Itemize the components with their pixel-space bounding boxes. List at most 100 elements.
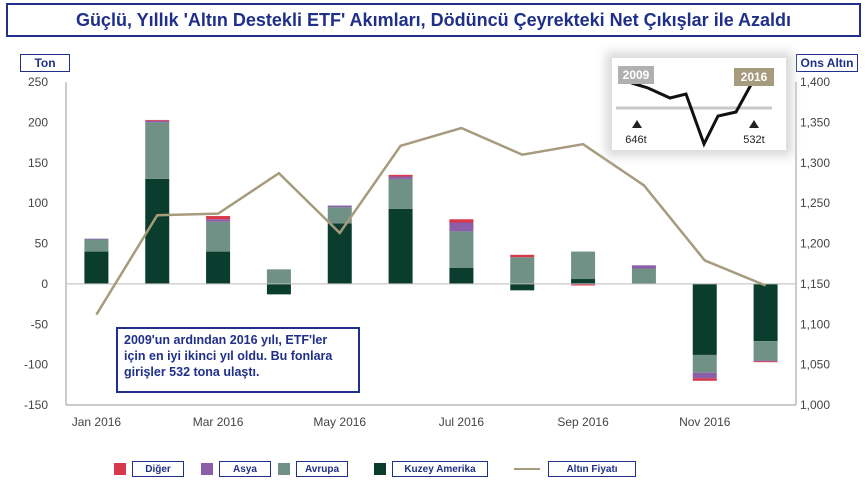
inset-label-right-bg xyxy=(734,68,774,86)
bar-kuzey-amerika xyxy=(84,251,109,284)
y2-tick-label: 1,100 xyxy=(800,317,830,331)
bar-diger xyxy=(145,119,170,121)
inset-sparkline: 2009 2016 646t 532t xyxy=(612,58,786,150)
legend-item-asya: Asya xyxy=(201,460,271,478)
y-tick-label: -150 xyxy=(24,398,48,412)
x-tick-label: Nov 2016 xyxy=(679,415,731,429)
bar-asya xyxy=(753,360,778,362)
inset-value-left: 646t xyxy=(625,134,646,146)
bar-kuzey-amerika xyxy=(571,279,596,284)
y-tick-label: -100 xyxy=(24,358,48,372)
legend-swatch-diger xyxy=(114,463,126,475)
annotation-box: 2009'un ardından 2016 yılı, ETF'ler için… xyxy=(116,327,360,393)
bar-avrupa xyxy=(145,122,170,179)
axes-group: -150 -100 -50 0 50 100 150 200 250 1,000 1,050 1,10… xyxy=(24,75,830,429)
bar-kuzey-amerika xyxy=(206,251,231,284)
y2-tick-label: 1,300 xyxy=(800,156,830,170)
legend-swatch-kuzey-amerika xyxy=(374,463,386,475)
y2-tick-label: 1,350 xyxy=(800,115,830,129)
bar-kuzey-amerika xyxy=(510,283,535,291)
x-tick-label: May 2016 xyxy=(313,415,366,429)
inset-label-left-bg xyxy=(618,66,654,84)
y-tick-label: 200 xyxy=(28,115,48,129)
gold-price-line xyxy=(95,126,767,316)
legend-swatch-avrupa xyxy=(278,463,290,475)
legend-item-altin-fiyati: Altın Fiyatı xyxy=(514,460,636,478)
chart-title: Güçlü, Yıllık 'Altın Destekli ETF' Akıml… xyxy=(75,9,792,30)
bar-avrupa xyxy=(571,251,596,280)
bar-avrupa xyxy=(449,231,474,268)
bar-asya xyxy=(145,120,170,123)
legend-item-diger: Diğer xyxy=(114,460,184,478)
y-tick-label: 150 xyxy=(28,156,48,170)
bar-avrupa xyxy=(84,239,109,252)
y2-tick-label: 1,150 xyxy=(800,277,830,291)
inset-svg: 2009 2016 646t 532t xyxy=(616,66,774,148)
legend-label-avrupa: Avrupa xyxy=(296,461,348,477)
bar-diger xyxy=(206,216,231,220)
inset-value-right: 532t xyxy=(743,134,764,146)
legend-label-altin-fiyati: Altın Fiyatı xyxy=(548,461,636,477)
bar-asya xyxy=(84,238,109,240)
y-tick-label: 250 xyxy=(28,75,48,89)
bar-diger xyxy=(510,254,535,258)
bar-kuzey-amerika xyxy=(266,283,291,295)
bar-kuzey-amerika xyxy=(388,208,413,284)
legend-label-asya: Asya xyxy=(219,461,271,477)
title-box: Güçlü, Yıllık 'Altın Destekli ETF' Akıml… xyxy=(6,3,861,37)
bar-avrupa xyxy=(631,268,656,284)
bar-asya xyxy=(449,222,474,232)
bar-avrupa xyxy=(206,221,231,252)
bar-asya xyxy=(206,219,231,222)
legend-swatch-asya xyxy=(201,463,213,475)
legend-item-kuzey-amerika: Kuzey Amerika xyxy=(374,460,488,478)
x-tick-label: Jul 2016 xyxy=(439,415,485,429)
y2-tick-label: 1,200 xyxy=(800,237,830,251)
bar-diger xyxy=(388,174,413,177)
bar-diger xyxy=(449,219,474,223)
bars-group xyxy=(84,119,778,381)
bar-kuzey-amerika xyxy=(449,267,474,284)
bar-asya xyxy=(388,176,413,179)
y-tick-label: 0 xyxy=(41,277,48,291)
x-tick-label: Sep 2016 xyxy=(557,415,609,429)
bar-diger xyxy=(571,283,596,286)
bar-avrupa xyxy=(266,269,291,284)
y-tick-label: 100 xyxy=(28,196,48,210)
x-tick-label: Jan 2016 xyxy=(72,415,122,429)
inset-line xyxy=(621,71,760,148)
line-group xyxy=(95,126,767,316)
x-tick-label: Mar 2016 xyxy=(193,415,244,429)
inset-marker-left xyxy=(632,120,642,128)
bar-asya xyxy=(692,372,717,379)
bar-avrupa xyxy=(327,207,352,224)
y2-tick-label: 1,400 xyxy=(800,75,830,89)
bar-kuzey-amerika xyxy=(692,283,717,355)
bar-avrupa xyxy=(692,354,717,373)
bar-kuzey-amerika xyxy=(753,283,778,342)
left-axis-label: Ton xyxy=(20,54,70,72)
bar-avrupa xyxy=(388,178,413,209)
y-tick-label: -50 xyxy=(31,317,49,331)
legend-label-kuzey-amerika: Kuzey Amerika xyxy=(392,461,488,477)
legend-label-diger: Diğer xyxy=(132,461,184,477)
bar-asya xyxy=(631,265,656,269)
bar-avrupa xyxy=(753,341,778,361)
bar-diger xyxy=(692,378,717,381)
bar-asya xyxy=(327,205,352,208)
bar-diger xyxy=(753,361,778,363)
legend-swatch-altin-fiyati xyxy=(514,468,540,470)
legend-item-avrupa: Avrupa xyxy=(278,460,348,478)
annotation-text: 2009'un ardından 2016 yılı, ETF'ler için… xyxy=(124,333,333,379)
inset-label-right: 2016 xyxy=(741,70,768,84)
right-axis-label: Ons Altın xyxy=(796,54,858,72)
inset-marker-right xyxy=(749,120,759,128)
y-tick-label: 50 xyxy=(35,237,49,251)
y2-tick-label: 1,000 xyxy=(800,398,830,412)
y2-tick-label: 1,250 xyxy=(800,196,830,210)
y2-tick-label: 1,050 xyxy=(800,358,830,372)
bar-kuzey-amerika xyxy=(145,178,170,284)
bar-avrupa xyxy=(510,257,535,284)
inset-label-left: 2009 xyxy=(623,68,650,82)
